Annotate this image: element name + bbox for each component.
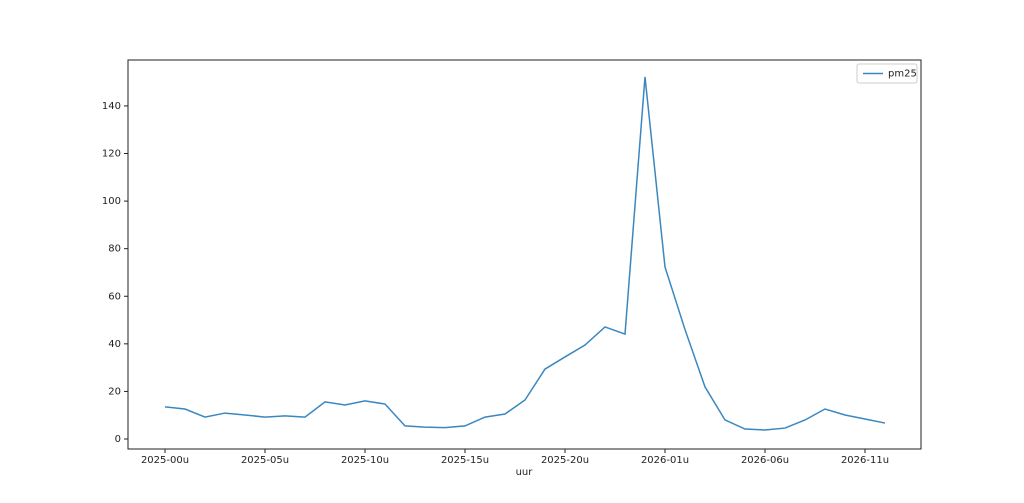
y-tick-label: 60 (108, 291, 121, 302)
x-axis-label: uur (516, 467, 534, 478)
plot-frame (127, 59, 922, 450)
line-series (164, 76, 886, 431)
x-tick-label: 2025-05u (241, 455, 289, 466)
y-tick-label: 120 (102, 149, 121, 160)
y-tick-label: 100 (102, 196, 121, 207)
x-tick-label: 2025-15u (441, 455, 489, 466)
y-tick-label: 20 (108, 386, 121, 397)
legend-label: pm25 (888, 69, 917, 80)
y-tick-label: 80 (108, 244, 121, 255)
x-tick-label: 2025-00u (141, 455, 189, 466)
x-tick-label: 2026-11u (841, 455, 889, 466)
y-tick-label: 140 (102, 101, 121, 112)
y-tick-label: 40 (108, 339, 121, 350)
x-tick-label: 2026-06u (741, 455, 789, 466)
x-tick-label: 2025-20u (541, 455, 589, 466)
x-tick-label: 2026-01u (641, 455, 689, 466)
legend-box (856, 63, 918, 84)
x-tick-label: 2025-10u (341, 455, 389, 466)
y-tick-label: 0 (115, 434, 121, 445)
